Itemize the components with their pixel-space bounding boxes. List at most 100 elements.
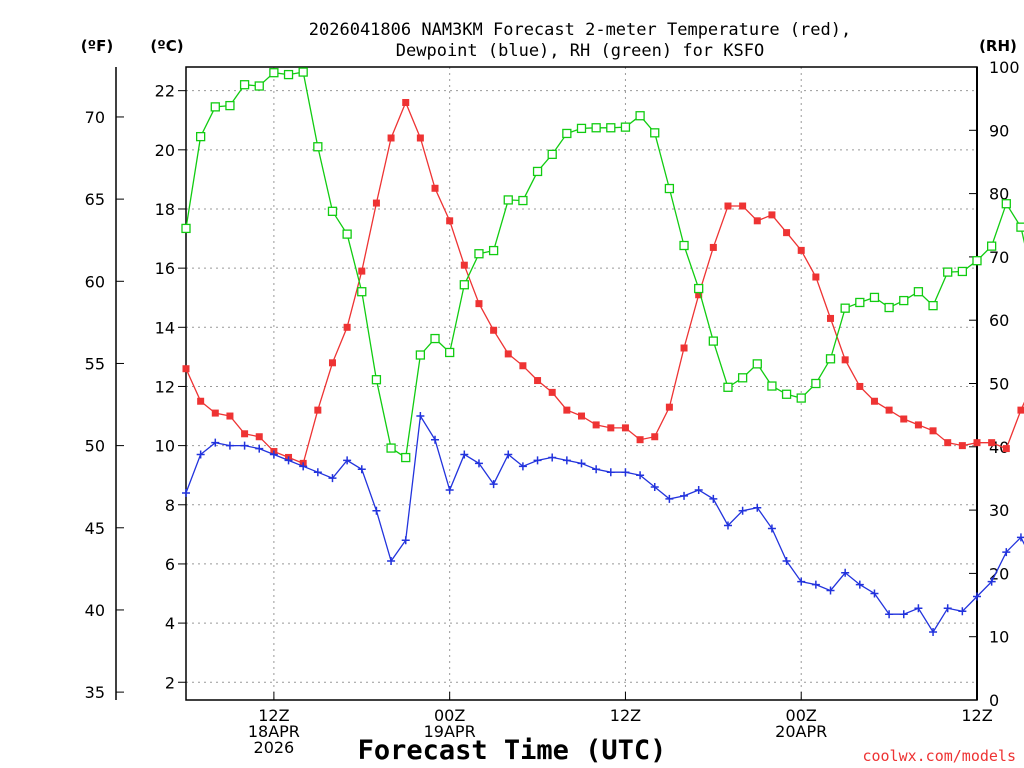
- dewpoint-point: [709, 494, 718, 503]
- temperature-point: [211, 409, 219, 417]
- temperature-point: [988, 439, 996, 447]
- rh-point: [811, 378, 821, 389]
- temperature-point: [548, 388, 556, 396]
- x-tick-label: 19APR: [424, 722, 476, 741]
- rh-point: [825, 354, 836, 364]
- celsius-unit-label: (ºC): [150, 37, 183, 55]
- dewpoint-point: [636, 471, 645, 480]
- dewpoint-point: [826, 586, 835, 595]
- dewpoint-point: [548, 453, 557, 462]
- dewpoint-point: [313, 468, 322, 477]
- rh-point: [283, 69, 294, 80]
- temperature-point: [343, 323, 351, 331]
- fahrenheit-tick-label: 55: [85, 354, 105, 373]
- rh-point: [576, 123, 587, 134]
- dewpoint-point: [694, 485, 703, 494]
- temperature-point: [621, 424, 629, 432]
- rh-point: [562, 128, 572, 139]
- rh-point: [723, 382, 733, 392]
- dewpoint-point: [797, 577, 806, 586]
- temperature-point: [929, 427, 937, 435]
- rh-point: [342, 229, 352, 239]
- dewpoint-point: [958, 607, 967, 616]
- temperature-point: [827, 314, 835, 322]
- rh-point: [928, 300, 938, 311]
- fahrenheit-tick-label: 35: [85, 683, 105, 702]
- temperature-line: [185, 100, 1024, 465]
- temperature-point: [534, 377, 542, 385]
- fahrenheit-tick-label: 70: [85, 108, 105, 127]
- fahrenheit-tick-label: 45: [85, 519, 105, 538]
- celsius-tick-label: 18: [155, 200, 175, 219]
- rh-point: [884, 302, 894, 313]
- temperature-point: [504, 350, 512, 358]
- rh-point: [239, 80, 250, 90]
- celsius-tick-label: 2: [165, 673, 175, 692]
- temperature-point: [914, 421, 922, 429]
- temperature-point: [197, 397, 205, 405]
- dewpoint-point: [855, 580, 864, 589]
- temperature-point: [812, 273, 820, 281]
- rh-tick-label: 30: [989, 501, 1009, 520]
- temperature-point: [255, 433, 263, 441]
- dewpoint-point: [723, 521, 732, 530]
- celsius-tick-label: 8: [165, 496, 175, 515]
- temperature-point: [490, 326, 498, 334]
- rh-point: [737, 373, 748, 383]
- celsius-tick-label: 4: [165, 614, 175, 633]
- temperature-point: [753, 217, 761, 225]
- dewpoint-point: [504, 450, 513, 459]
- rh-tick-label: 70: [989, 248, 1009, 267]
- rh-point: [972, 256, 982, 266]
- dewpoint-point: [460, 450, 469, 459]
- x-tick-label: 12Z: [961, 706, 992, 725]
- rh-point: [313, 142, 323, 152]
- dewpoint-point: [255, 444, 264, 453]
- dewpoint-point: [343, 456, 352, 465]
- rh-point: [269, 68, 279, 78]
- temperature-point: [592, 421, 600, 429]
- rh-point: [210, 102, 220, 112]
- dewpoint-point: [225, 441, 234, 450]
- dewpoint-point: [196, 450, 205, 459]
- tick-labels: 2 4 6 8 10 12 14 16 18 20 22 35 40 45 50 55 60 65 70 0 10 20 3…: [85, 58, 1020, 757]
- dewpoint-point: [284, 456, 293, 465]
- celsius-tick-label: 12: [155, 377, 175, 396]
- temperature-point: [519, 362, 527, 370]
- dewpoint-point: [621, 468, 630, 477]
- x-axis-label: Forecast Time (UTC): [358, 735, 667, 766]
- rh-point: [532, 166, 543, 177]
- dewpoint-point: [431, 435, 440, 444]
- dewpoint-point: [269, 450, 278, 459]
- rh-point: [195, 131, 206, 142]
- rh-tick-label: 20: [989, 564, 1009, 583]
- x-tick-label: 12Z: [258, 706, 289, 725]
- dewpoint-point: [767, 524, 776, 533]
- celsius-tick-label: 22: [155, 82, 175, 101]
- rh-tick-label: 0: [989, 691, 999, 710]
- rh-point: [913, 287, 924, 297]
- temperature-point: [431, 184, 439, 192]
- temperature-point: [695, 291, 703, 299]
- temperature-point: [387, 134, 395, 142]
- dewpoint-point: [211, 438, 220, 447]
- dewpoint-point: [650, 483, 659, 492]
- x-tick-label: 20APR: [775, 722, 827, 741]
- rh-point: [840, 303, 850, 313]
- dewpoint-point: [416, 412, 425, 421]
- temperature-point: [636, 436, 644, 444]
- dewpoint-point: [885, 610, 894, 619]
- temperature-point: [563, 406, 571, 414]
- rh-point: [181, 223, 191, 234]
- rh-point: [694, 283, 704, 294]
- chart-title-line2: Dewpoint (blue), RH (green) for KSFO: [396, 41, 764, 61]
- dewpoint-point: [943, 604, 952, 613]
- rh-point: [620, 122, 631, 132]
- dewpoint-point: [357, 465, 366, 474]
- dewpoint-point: [401, 536, 410, 545]
- rh-point: [752, 359, 762, 369]
- x-tick-label: 12Z: [610, 706, 641, 725]
- temperature-point: [328, 359, 336, 367]
- rh-point: [415, 350, 426, 360]
- temperature-point: [607, 424, 615, 432]
